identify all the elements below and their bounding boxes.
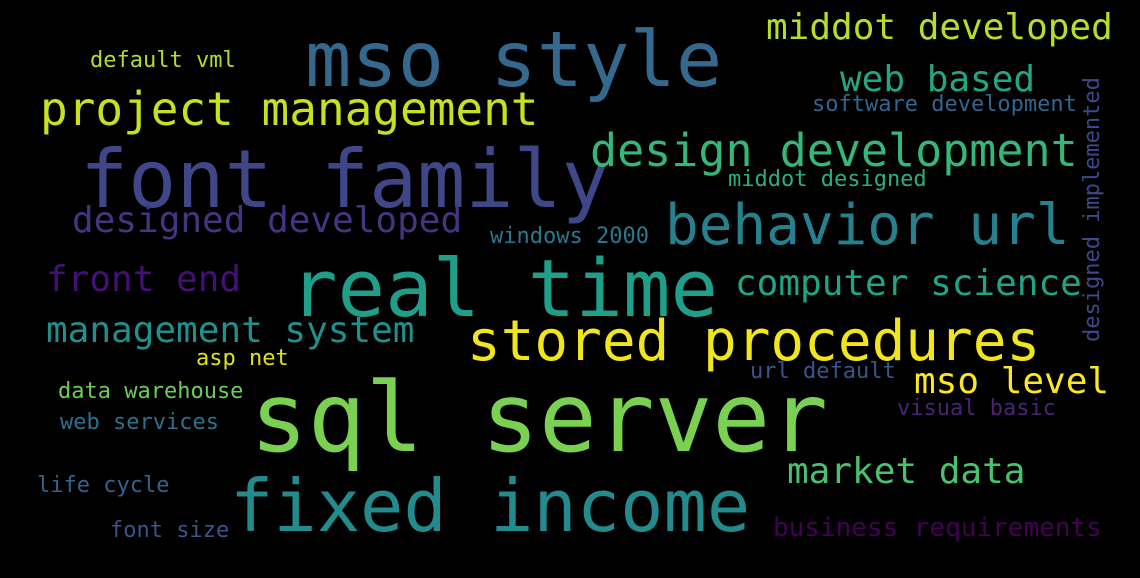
word-behavior-url: behavior url bbox=[665, 193, 1070, 258]
word-asp-net: asp net bbox=[196, 346, 289, 371]
word-software-development: software development bbox=[812, 92, 1077, 117]
word-business-requirements: business requirements bbox=[773, 513, 1102, 543]
word-stored-procedures: stored procedures bbox=[467, 309, 1041, 374]
word-sql-server: sql server bbox=[250, 362, 828, 474]
word-project-management: project management bbox=[40, 82, 539, 136]
word-mso-style: mso style bbox=[305, 16, 723, 105]
word-market-data: market data bbox=[787, 451, 1026, 492]
word-default-vml: default vml bbox=[90, 48, 236, 73]
word-font-size: font size bbox=[110, 518, 230, 543]
word-design-development: design development bbox=[590, 124, 1078, 177]
word-designed-developed: designed developed bbox=[72, 200, 463, 241]
word-mso-level: mso level bbox=[914, 361, 1110, 402]
word-font-family: font family bbox=[80, 133, 610, 226]
word-url-default: url default bbox=[750, 359, 896, 384]
word-designed-implemented: designed implemented bbox=[1080, 77, 1105, 342]
word-fixed-income: fixed income bbox=[230, 464, 751, 548]
word-middot-designed: middot designed bbox=[728, 167, 927, 192]
word-visual-basic: visual basic bbox=[897, 396, 1056, 421]
word-management-system: management system bbox=[46, 310, 415, 351]
word-real-time: real time bbox=[290, 243, 719, 335]
word-computer-science: computer science bbox=[735, 263, 1082, 304]
word-data-warehouse: data warehouse bbox=[58, 379, 244, 404]
word-web-services: web services bbox=[60, 410, 219, 435]
word-middot-developed: middot developed bbox=[766, 7, 1113, 48]
word-life-cycle: life cycle bbox=[37, 473, 170, 498]
word-windows-2000: windows 2000 bbox=[490, 224, 649, 249]
word-web-based: web based bbox=[840, 59, 1036, 100]
word-front-end: front end bbox=[46, 259, 242, 300]
